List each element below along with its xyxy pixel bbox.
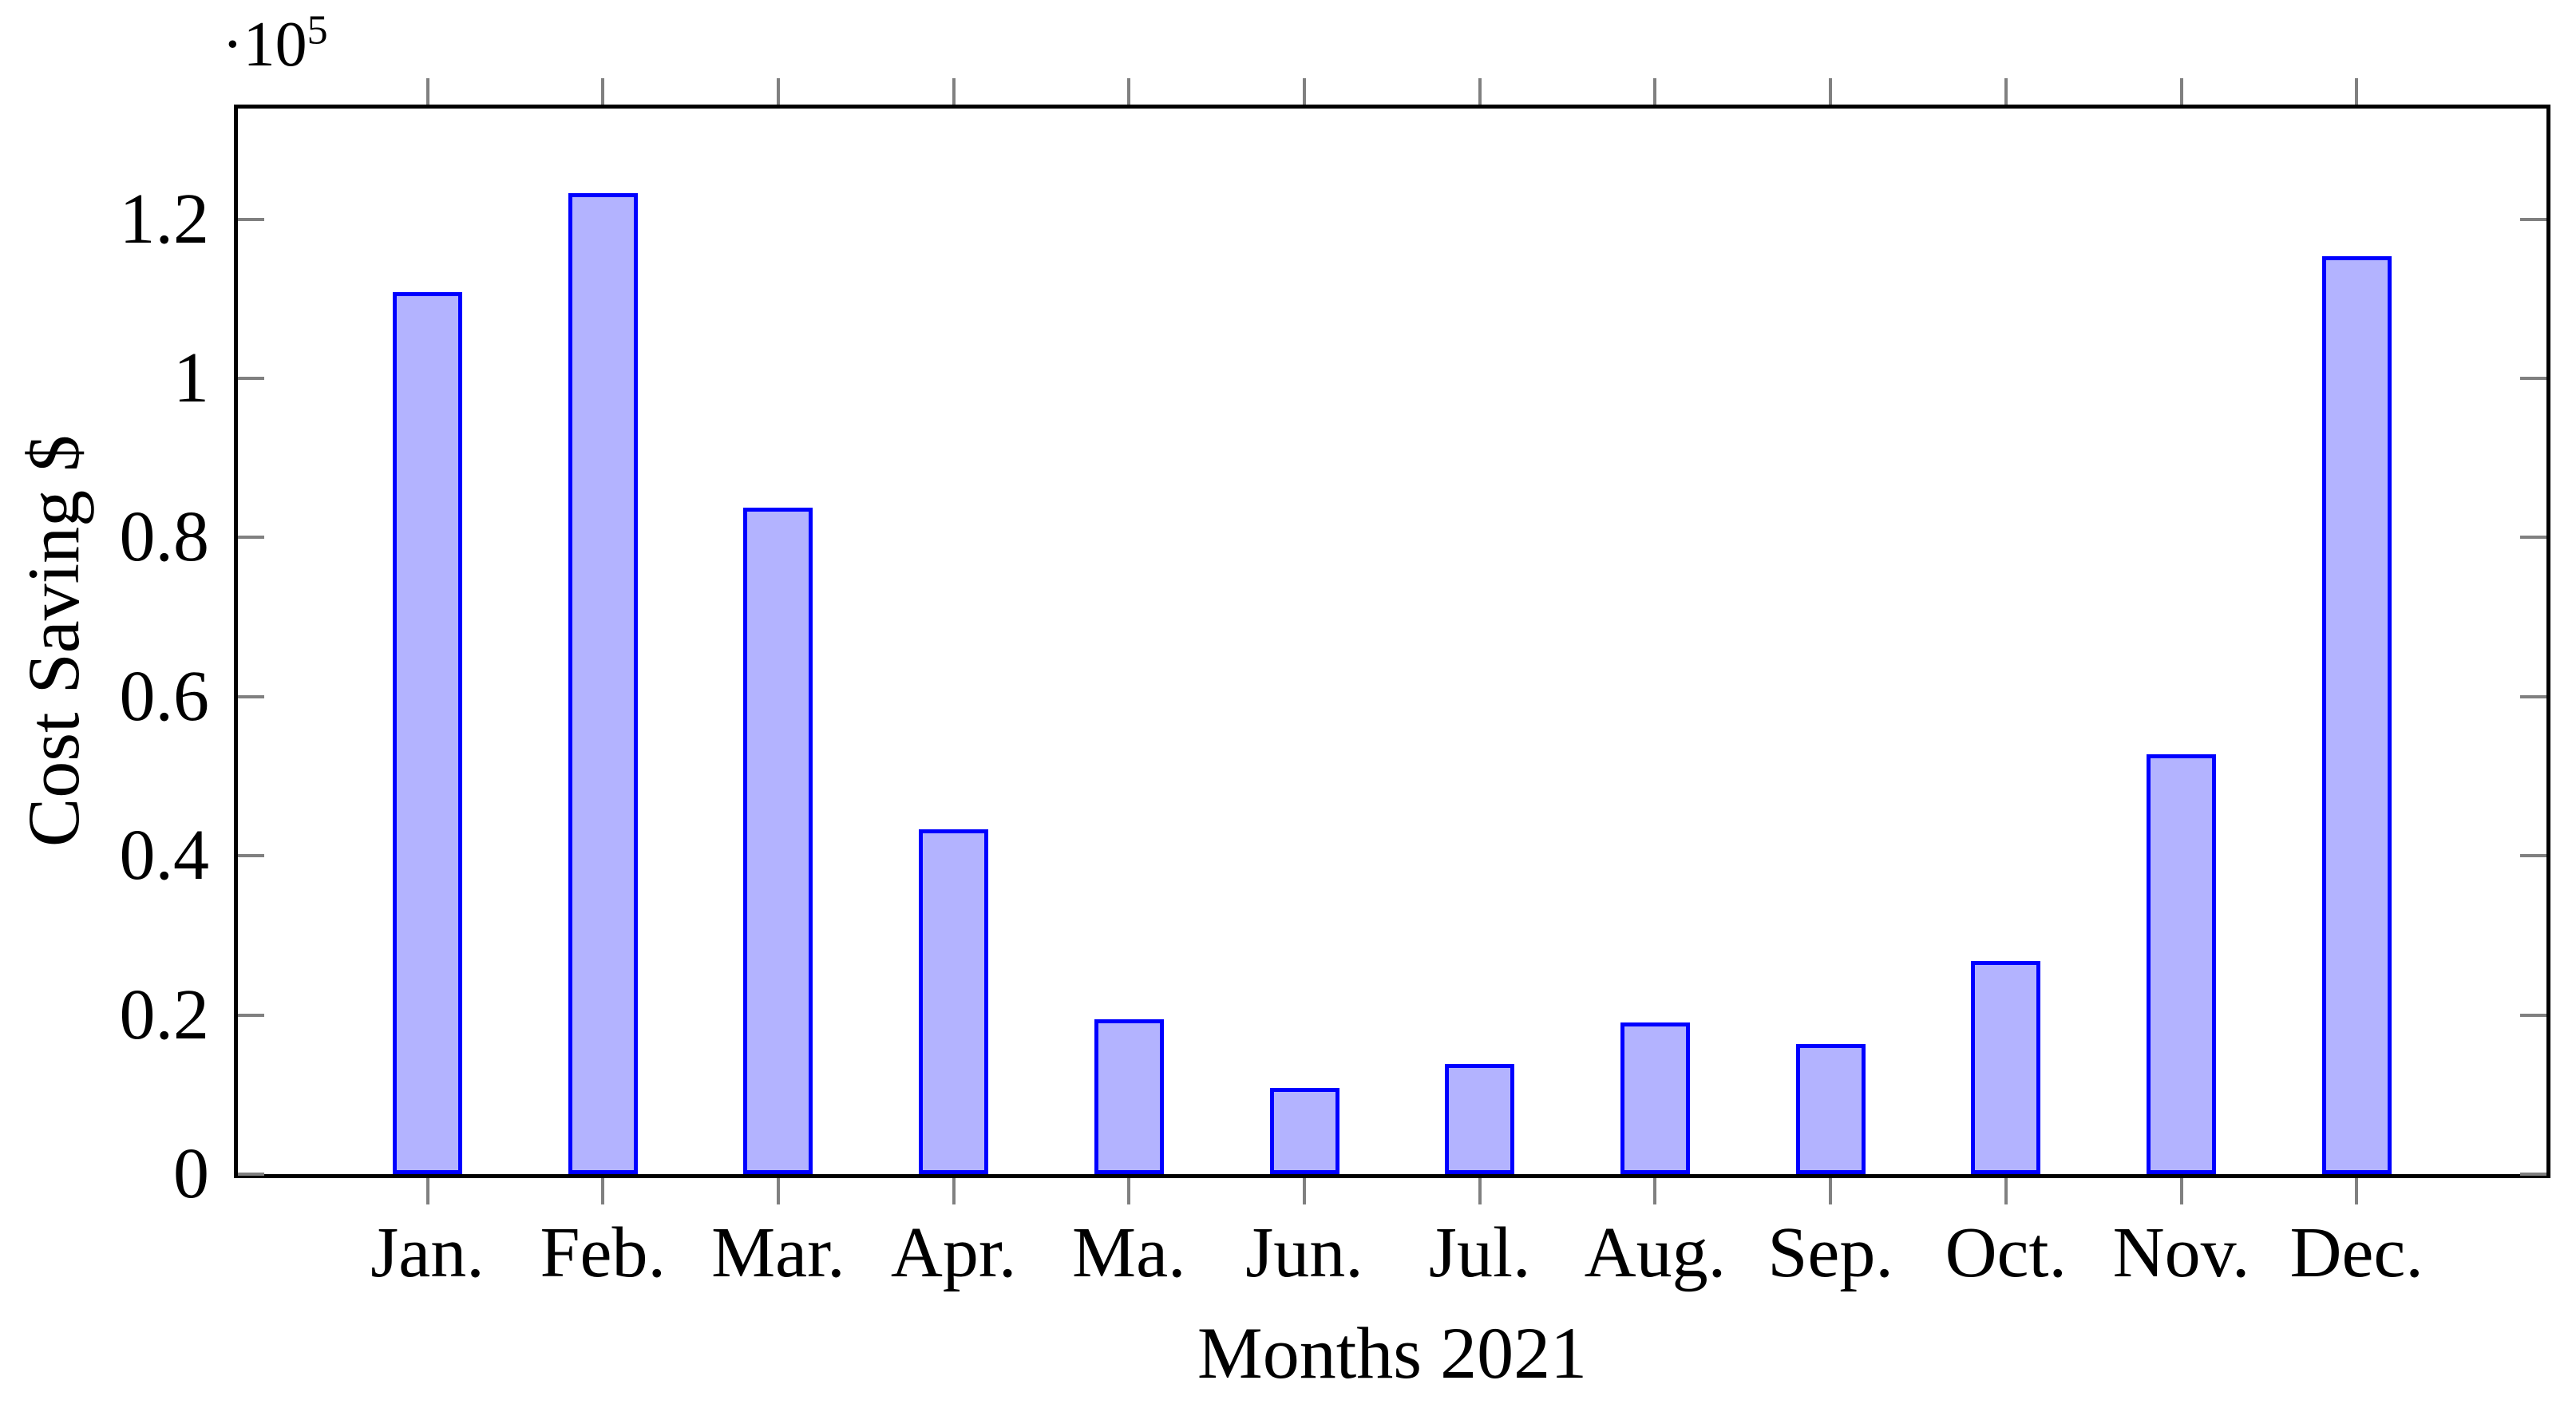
bar-apr <box>919 829 989 1174</box>
y-tick-right-0 <box>2520 1173 2546 1176</box>
y-tick-0.4 <box>238 854 264 857</box>
x-tick-top-jan <box>425 78 429 105</box>
x-tick-label-apr: Apr. <box>890 1213 1017 1292</box>
bar-sep <box>1795 1044 1866 1174</box>
x-tick-label-nov: Nov. <box>2112 1213 2250 1292</box>
y-tick-0.6 <box>238 695 264 698</box>
x-tick-bottom-nov <box>2179 1178 2183 1204</box>
bar-oct <box>1971 961 2041 1174</box>
x-tick-top-nov <box>2179 78 2183 105</box>
x-tick-label-feb: Feb. <box>540 1213 666 1292</box>
y-tick-right-0.8 <box>2520 536 2546 539</box>
x-tick-label-jul: Jul. <box>1428 1213 1531 1292</box>
bar-aug <box>1620 1022 1690 1174</box>
x-tick-top-aug <box>1653 78 1657 105</box>
bar-jan <box>393 292 462 1174</box>
x-tick-bottom-feb <box>601 1178 605 1204</box>
x-tick-label-dec: Dec. <box>2289 1213 2424 1292</box>
bar-dec <box>2321 256 2392 1174</box>
x-tick-label-ma: Ma. <box>1072 1213 1186 1292</box>
y-tick-label-0.4: 0.4 <box>119 816 210 896</box>
y-tick-label-1: 1 <box>173 338 209 417</box>
x-tick-top-jun <box>1303 78 1306 105</box>
x-tick-bottom-aug <box>1653 1178 1657 1204</box>
x-tick-bottom-apr <box>952 1178 956 1204</box>
x-tick-label-oct: Oct. <box>1945 1213 2068 1292</box>
y-tick-0.2 <box>238 1014 264 1017</box>
x-tick-top-ma <box>1127 78 1131 105</box>
x-tick-top-dec <box>2355 78 2359 105</box>
bar-jul <box>1445 1064 1515 1174</box>
x-tick-label-aug: Aug. <box>1584 1213 1727 1292</box>
x-tick-top-sep <box>1829 78 1833 105</box>
y-tick-label-0: 0 <box>173 1134 209 1213</box>
y-tick-right-0.6 <box>2520 695 2546 698</box>
y-tick-label-0.8: 0.8 <box>119 497 210 577</box>
bar-ma <box>1094 1019 1164 1174</box>
x-tick-bottom-sep <box>1829 1178 1833 1204</box>
y-tick-right-0.4 <box>2520 854 2546 857</box>
y-axis-exponent-label: ·105 <box>222 10 328 80</box>
y-tick-right-1 <box>2520 377 2546 380</box>
y-tick-label-0.6: 0.6 <box>119 656 210 736</box>
x-tick-bottom-mar <box>776 1178 780 1204</box>
x-tick-label-mar: Mar. <box>711 1213 845 1292</box>
x-tick-top-oct <box>2004 78 2008 105</box>
x-tick-bottom-jul <box>1478 1178 1482 1204</box>
x-tick-top-mar <box>776 78 780 105</box>
y-tick-label-1.2: 1.2 <box>119 179 210 259</box>
bar-feb <box>568 193 638 1174</box>
y-axis-exponent-power: 5 <box>307 7 328 53</box>
x-tick-label-jan: Jan. <box>370 1213 485 1292</box>
plot-area <box>234 105 2550 1178</box>
y-tick-right-1.2 <box>2520 218 2546 221</box>
y-tick-right-0.2 <box>2520 1014 2546 1017</box>
y-axis-exponent-base: ·10 <box>222 10 307 80</box>
bar-nov <box>2147 754 2216 1174</box>
x-tick-bottom-jan <box>425 1178 429 1204</box>
x-tick-bottom-dec <box>2355 1178 2359 1204</box>
y-tick-1 <box>238 377 264 380</box>
y-tick-label-0.2: 0.2 <box>119 975 210 1054</box>
bar-mar <box>743 508 813 1174</box>
x-tick-top-apr <box>952 78 956 105</box>
x-tick-top-feb <box>601 78 605 105</box>
x-tick-top-jul <box>1478 78 1482 105</box>
x-tick-bottom-jun <box>1303 1178 1306 1204</box>
x-axis-title: Months 2021 <box>1197 1312 1588 1394</box>
x-tick-label-jun: Jun. <box>1245 1213 1363 1292</box>
x-tick-bottom-oct <box>2004 1178 2008 1204</box>
x-tick-bottom-ma <box>1127 1178 1131 1204</box>
y-tick-0 <box>238 1173 264 1176</box>
bar-jun <box>1269 1088 1339 1174</box>
y-tick-0.8 <box>238 536 264 539</box>
y-tick-1.2 <box>238 218 264 221</box>
x-tick-label-sep: Sep. <box>1767 1213 1893 1292</box>
